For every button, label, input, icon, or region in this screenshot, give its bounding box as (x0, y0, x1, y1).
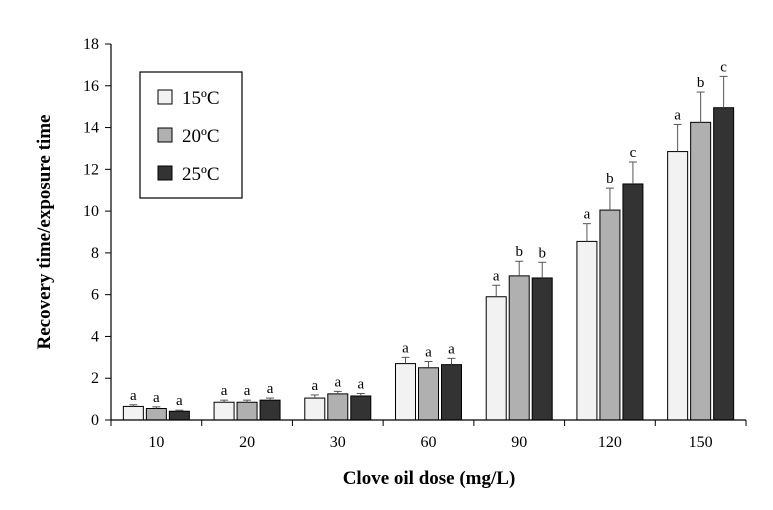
error-bar-30-series-3 (356, 392, 365, 396)
significance-label: a (176, 393, 183, 409)
y-tick-label: 10 (83, 203, 99, 220)
y-tick-label: 12 (83, 161, 99, 178)
significance-label: a (130, 388, 137, 404)
bar-10-series-1 (122, 405, 144, 421)
bar-90-series-2 (508, 275, 530, 421)
error-bar-10-series-2 (152, 406, 161, 409)
y-tick-label: 16 (83, 78, 99, 95)
x-tick-label: 10 (148, 434, 164, 451)
error-bar-30-series-1 (310, 394, 319, 399)
error-bar-120-series-2 (605, 187, 614, 211)
y-axis-title: Recovery time/exposure time (34, 115, 55, 350)
error-bar-120-series-1 (582, 223, 591, 242)
y-tick-label: 6 (91, 287, 99, 304)
legend-swatch-series-3 (157, 165, 173, 181)
significance-label: a (674, 107, 681, 123)
error-bar-20-series-3 (266, 397, 275, 401)
error-bar-60-series-3 (447, 357, 456, 365)
significance-label: a (153, 390, 160, 406)
significance-label: b (697, 75, 705, 91)
axes-layer: 10 20 30 60 90 120 150 0 2 4 6 8 10 12 14 16 18 (83, 36, 747, 451)
error-bar-90-series-2 (515, 260, 524, 276)
significance-label: a (493, 268, 500, 284)
bar-150-series-1 (667, 151, 689, 421)
significance-label: a (357, 376, 364, 392)
error-bars-layer (129, 75, 728, 412)
bar-20-series-3 (259, 399, 281, 421)
x-tick-label: 90 (511, 434, 527, 451)
bar-120-series-3 (622, 183, 644, 421)
significance-label: a (221, 383, 228, 399)
legend-box (139, 71, 243, 199)
bar-60-series-3 (441, 364, 462, 421)
bar-120-series-2 (599, 209, 621, 421)
significance-label: b (538, 245, 546, 261)
x-tick-label: 150 (689, 434, 713, 451)
significance-label: a (402, 340, 409, 356)
bar-60-series-1 (395, 363, 416, 421)
significance-label: a (311, 378, 318, 394)
bar-30-series-1 (304, 397, 326, 421)
significance-label: a (425, 345, 432, 361)
y-tick-label: 8 (91, 245, 99, 262)
error-bar-20-series-2 (243, 399, 252, 403)
bar-10-series-2 (145, 408, 167, 421)
error-bar-150-series-2 (696, 91, 705, 123)
y-tick-label: 18 (83, 36, 99, 53)
legend-label-series-3: 25ºC (182, 164, 220, 185)
significance-label: c (630, 145, 637, 161)
error-bar-30-series-2 (333, 390, 342, 394)
error-bar-90-series-1 (492, 284, 501, 297)
error-bar-10-series-1 (129, 404, 138, 407)
error-bar-150-series-1 (673, 123, 682, 152)
significance-label: c (720, 59, 727, 75)
legend: 15ºC 20ºC 25ºC (139, 71, 243, 199)
bar-20-series-2 (236, 401, 258, 421)
error-bar-60-series-2 (424, 361, 433, 368)
bar-150-series-3 (713, 107, 735, 421)
y-tick-label: 14 (83, 120, 99, 137)
legend-swatch-series-2 (157, 127, 173, 143)
significance-label: b (515, 244, 523, 260)
bar-150-series-2 (690, 121, 712, 421)
bar-120-series-1 (576, 240, 598, 421)
significance-label: a (334, 374, 341, 390)
error-bar-20-series-1 (220, 399, 229, 403)
x-tick-label: 120 (598, 434, 622, 451)
bar-90-series-3 (531, 277, 553, 421)
bar-60-series-2 (418, 367, 439, 421)
legend-swatch-series-1 (157, 89, 173, 105)
x-tick-label: 20 (239, 434, 255, 451)
legend-label-series-2: 20ºC (182, 126, 220, 147)
significance-label: a (448, 341, 455, 357)
bar-10-series-3 (168, 410, 190, 421)
x-axis-title: Clove oil dose (mg/L) (343, 468, 516, 489)
bar-20-series-1 (213, 401, 235, 421)
x-tick-label: 30 (330, 434, 346, 451)
bar-30-series-2 (327, 393, 349, 421)
significance-label: b (606, 171, 614, 187)
significance-label: a (584, 207, 591, 223)
y-tick-label: 4 (91, 328, 99, 345)
legend-label-series-1: 15ºC (182, 88, 220, 109)
error-bar-150-series-3 (719, 75, 728, 108)
error-bar-90-series-3 (538, 261, 547, 278)
y-tick-label: 2 (91, 370, 99, 387)
error-bar-120-series-3 (628, 161, 637, 184)
bar-30-series-3 (350, 395, 372, 421)
bar-90-series-1 (485, 296, 507, 421)
y-tick-label: 0 (91, 412, 99, 429)
error-bar-60-series-1 (401, 356, 410, 364)
x-tick-label: 60 (421, 434, 437, 451)
significance-label: a (267, 381, 274, 397)
error-bar-10-series-3 (175, 409, 184, 412)
significance-label: a (244, 383, 251, 399)
